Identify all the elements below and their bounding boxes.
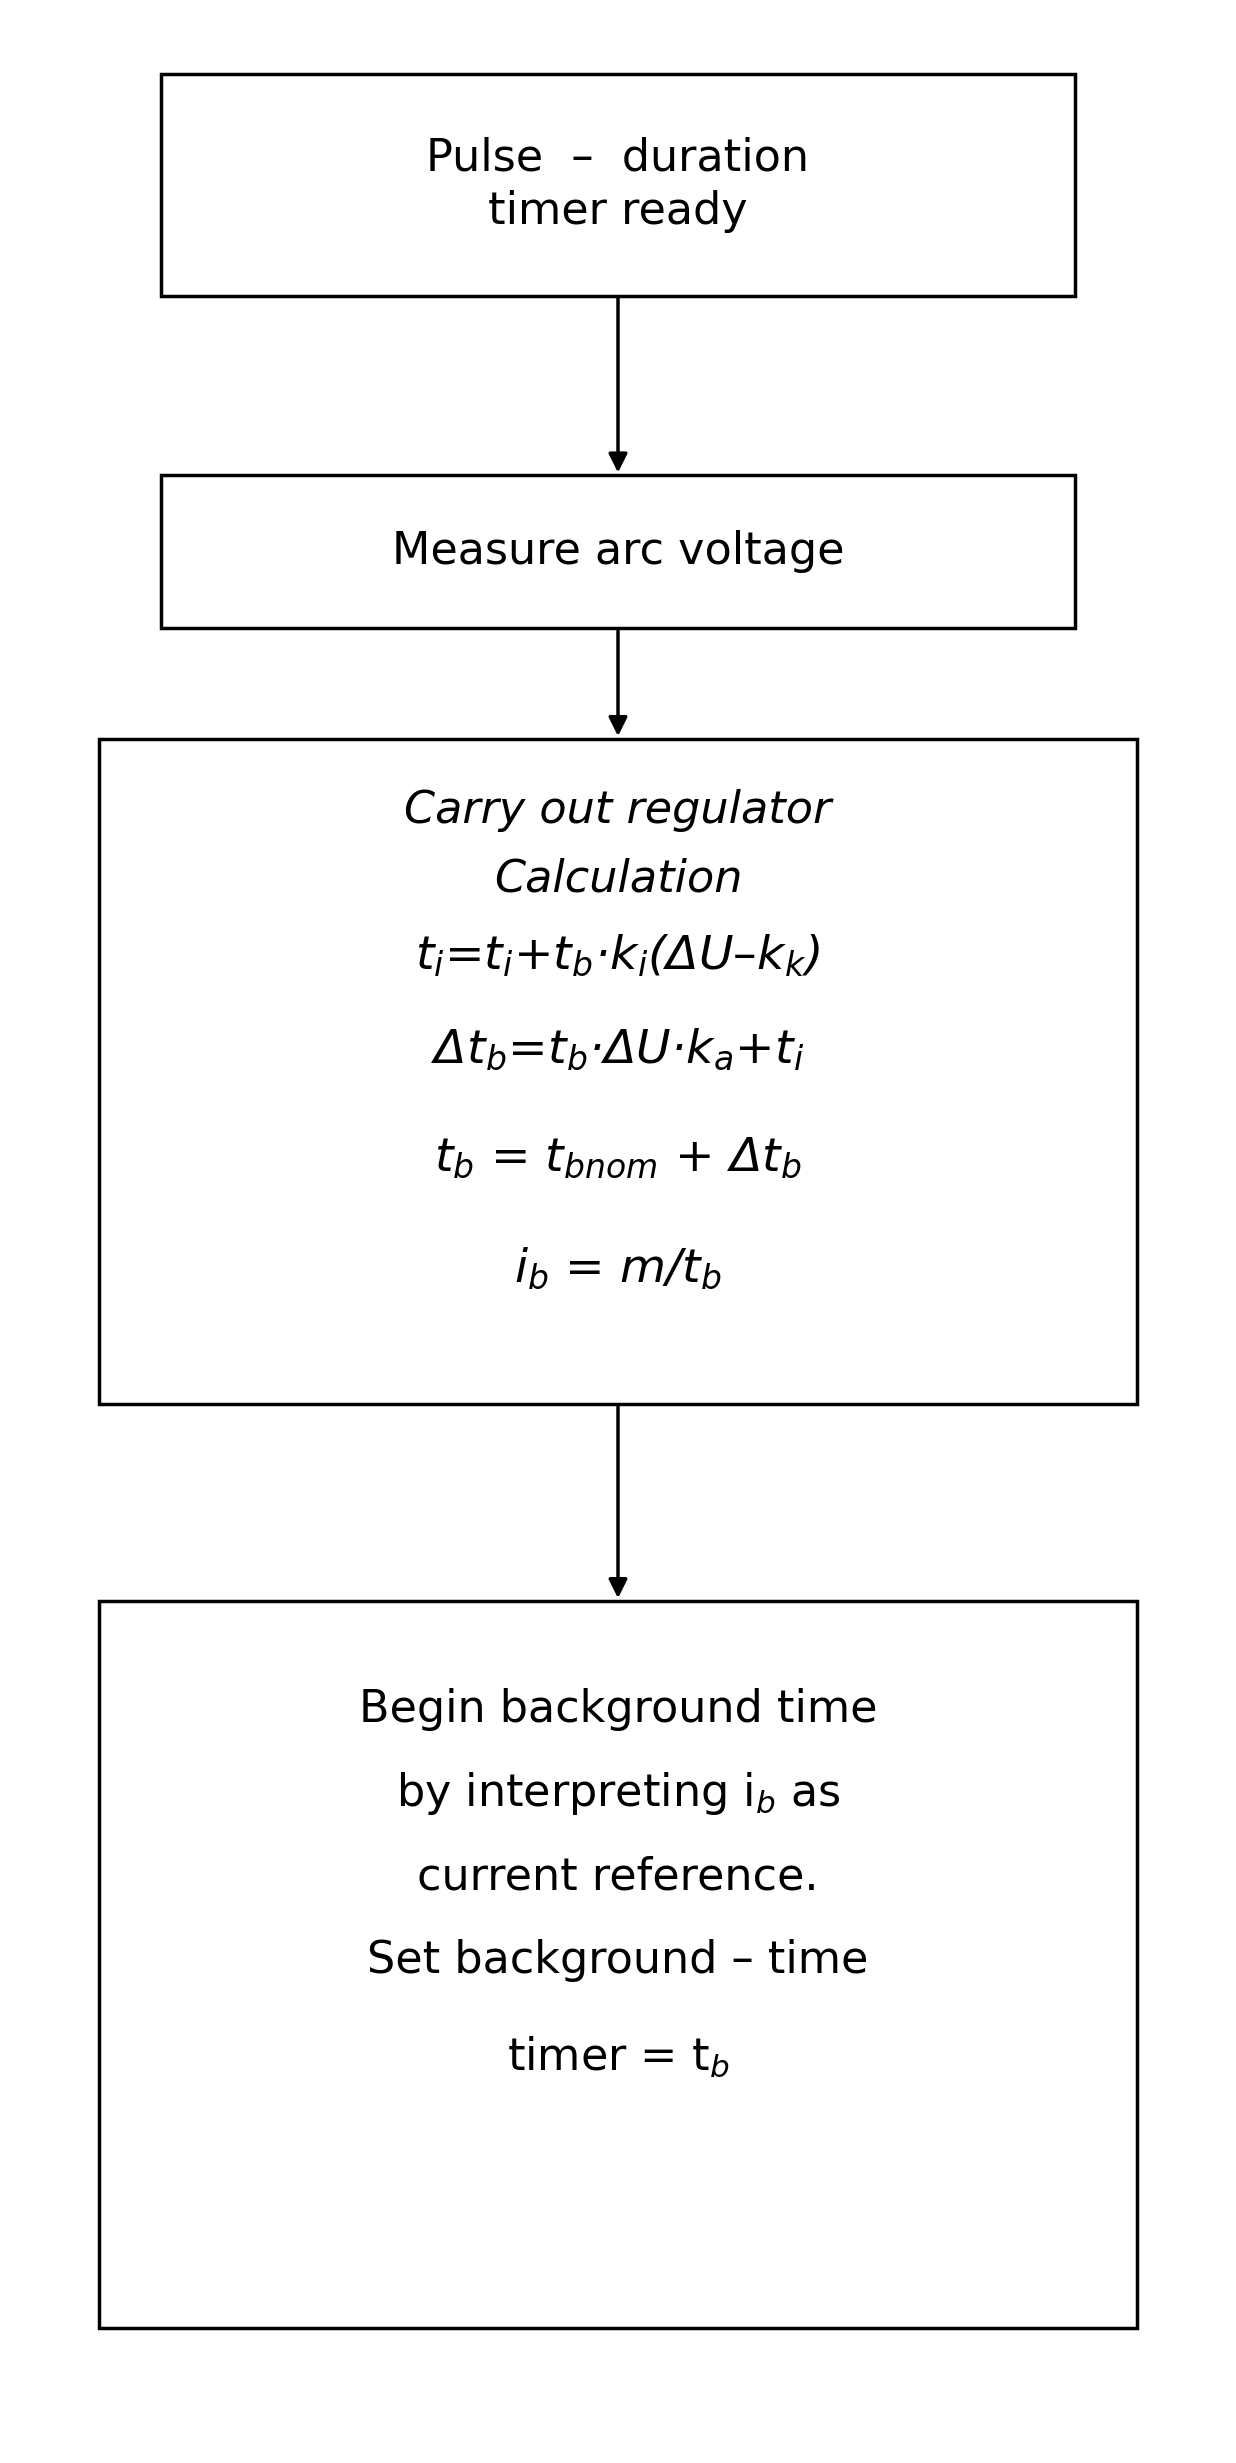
Text: Set background – time: Set background – time [367, 1938, 869, 1983]
Text: Pulse  –  duration: Pulse – duration [426, 135, 810, 180]
Text: Δt$_b$=t$_b$·ΔU·k$_a$+t$_i$: Δt$_b$=t$_b$·ΔU·k$_a$+t$_i$ [431, 1027, 805, 1071]
Text: t$_i$=t$_i$+t$_b$·k$_i$(ΔU–k$_k$): t$_i$=t$_i$+t$_b$·k$_i$(ΔU–k$_k$) [415, 933, 821, 978]
Text: by interpreting i$_b$ as: by interpreting i$_b$ as [396, 1768, 840, 1818]
Text: Carry out regulator: Carry out regulator [404, 788, 832, 832]
Text: timer ready: timer ready [488, 190, 748, 234]
Bar [99, 739, 1137, 1404]
Text: Begin background time: Begin background time [358, 1687, 878, 1731]
Bar [99, 1601, 1137, 2328]
Text: Calculation: Calculation [493, 857, 743, 901]
Text: Measure arc voltage: Measure arc voltage [392, 530, 844, 574]
Text: current reference.: current reference. [418, 1855, 818, 1899]
Text: timer = t$_b$: timer = t$_b$ [507, 2034, 729, 2079]
Bar [161, 475, 1075, 628]
Text: i$_b$ = m/t$_b$: i$_b$ = m/t$_b$ [514, 1246, 722, 1291]
Text: t$_b$ = t$_{bnom}$ + Δt$_b$: t$_b$ = t$_{bnom}$ + Δt$_b$ [434, 1135, 802, 1180]
Bar [161, 74, 1075, 296]
